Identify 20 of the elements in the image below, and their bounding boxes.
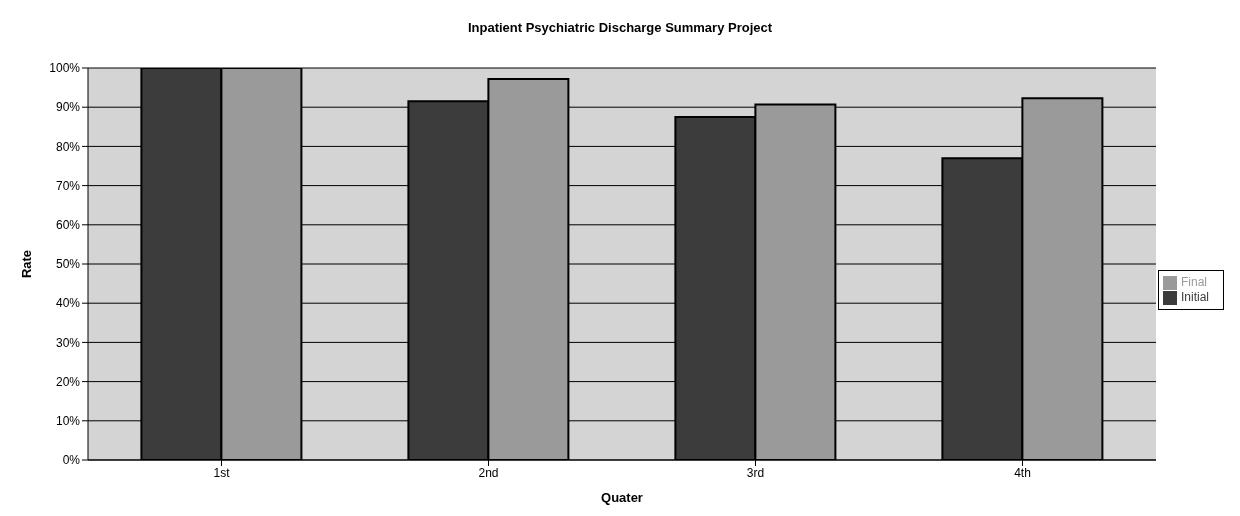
y-tick-label: 70%	[55, 178, 81, 193]
legend-label: Final	[1180, 275, 1207, 290]
y-tick-label: 60%	[55, 218, 81, 233]
chart-title: Inpatient Psychiatric Discharge Summary Project	[466, 19, 774, 37]
y-tick-label: 80%	[55, 139, 81, 154]
y-tick-label: 100%	[49, 61, 81, 76]
x-axis-title: Quater	[601, 490, 643, 505]
y-axis-title: Rate	[18, 249, 34, 279]
legend-label: Initial	[1180, 290, 1209, 304]
x-tick-label: 2nd	[478, 465, 499, 480]
y-tick-label: 0%	[62, 453, 81, 468]
y-tick-label: 20%	[55, 374, 81, 389]
y-tick-label: 90%	[55, 100, 81, 115]
y-tick-label: 30%	[55, 335, 81, 350]
y-tick-label: 10%	[55, 414, 81, 429]
y-tick-label: 50%	[55, 257, 81, 272]
x-tick-label: 1st	[213, 465, 231, 480]
x-tick-label: 4th	[1014, 465, 1031, 480]
y-tick-label: 40%	[55, 296, 81, 311]
x-tick-label: 3rd	[746, 465, 765, 480]
